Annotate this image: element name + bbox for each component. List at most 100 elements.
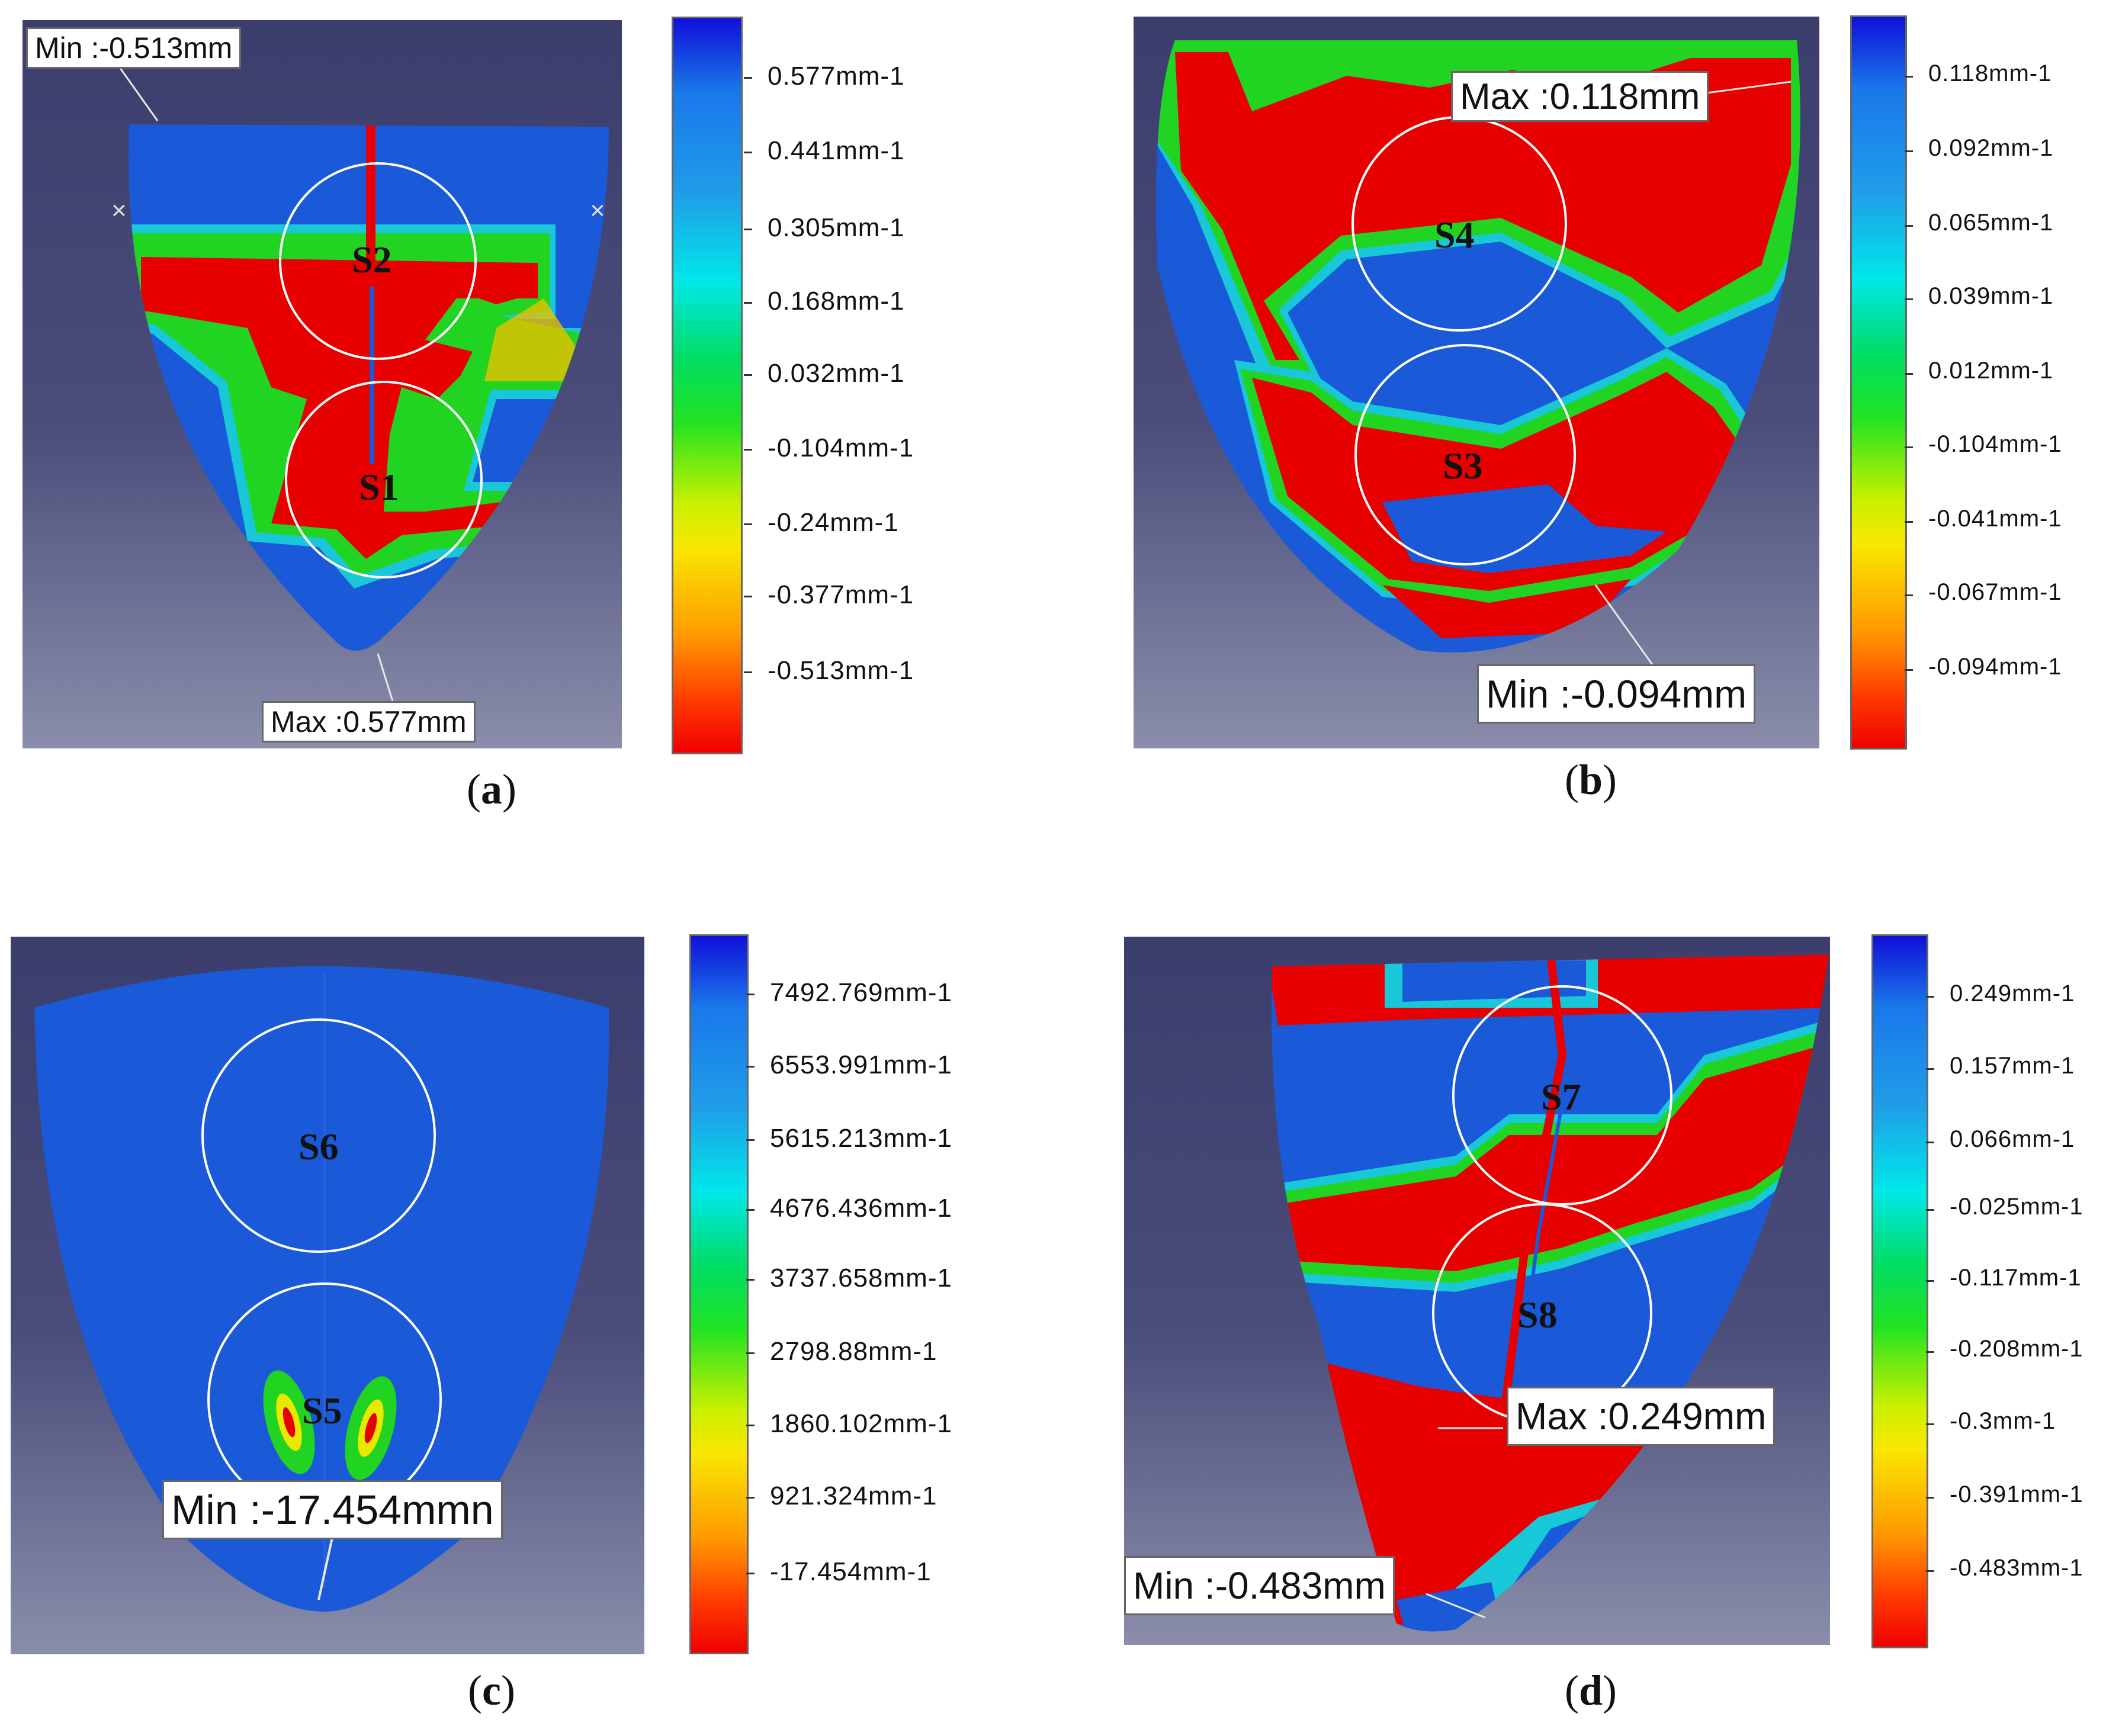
scale-tick <box>744 302 752 304</box>
legend-label: 0.249mm-1 <box>1950 980 2075 1007</box>
region-label-s8: S8 <box>1517 1294 1558 1336</box>
scale-tick <box>744 596 752 597</box>
panel-a-color-scale <box>672 17 743 754</box>
scale-tick <box>744 229 752 230</box>
strain-band-red-right <box>449 281 538 298</box>
scale-tick <box>1926 1209 1934 1211</box>
legend-label: -0.513mm-1 <box>768 656 914 685</box>
legend-label: -0.391mm-1 <box>1950 1481 2083 1507</box>
scale-tick <box>744 152 752 153</box>
region-label-s1: S1 <box>359 466 399 508</box>
scale-tick <box>1905 76 1913 78</box>
heart-surface <box>34 966 609 1612</box>
strain-spot-right-red <box>364 1413 377 1444</box>
scale-tick <box>1905 298 1913 300</box>
region-circle-s3 <box>1354 344 1576 565</box>
panel-c-caption: (c) <box>468 1667 515 1714</box>
legend-label: -0.067mm-1 <box>1928 579 2062 605</box>
scale-tick <box>744 523 752 525</box>
legend-label: -17.454mm-1 <box>770 1557 932 1586</box>
legend-label: -0.3mm-1 <box>1950 1408 2056 1434</box>
scale-tick <box>1905 150 1913 152</box>
scale-tick <box>746 994 755 995</box>
strain-band-bottom-red <box>1382 579 1631 638</box>
scale-tick <box>746 1425 755 1426</box>
legend-label: 6553.991mm-1 <box>770 1050 952 1079</box>
min-callout: Min :-0.094mm <box>1477 664 1756 724</box>
scale-tick <box>744 449 752 451</box>
panel-d-color-scale <box>1871 934 1928 1648</box>
legend-label: 3737.658mm-1 <box>770 1264 952 1293</box>
legend-label: 5615.213mm-1 <box>770 1124 952 1153</box>
scale-tick <box>746 1279 755 1281</box>
scale-tick <box>746 1497 755 1499</box>
scale-tick <box>1905 446 1913 448</box>
scale-tick <box>1926 1142 1934 1143</box>
strain-band-top-blue <box>1402 960 1586 1002</box>
strain-band-red <box>1175 52 1791 360</box>
cross-marker-left: × <box>111 196 127 225</box>
legend-label: 1860.102mm-1 <box>770 1409 952 1438</box>
legend-label: -0.104mm-1 <box>1928 431 2062 457</box>
strain-band-mid-red <box>1272 1043 1829 1271</box>
legend-label: -0.094mm-1 <box>1928 654 2062 680</box>
legend-label: 0.305mm-1 <box>768 213 905 242</box>
legend-label: 0.039mm-1 <box>1928 283 2054 309</box>
legend-label: 0.441mm-1 <box>768 136 905 165</box>
scale-tick <box>746 1139 755 1141</box>
legend-label: 0.118mm-1 <box>1928 60 2052 86</box>
legend-label: 0.157mm-1 <box>1950 1053 2075 1079</box>
scale-tick <box>1926 1423 1934 1425</box>
min-leader-line <box>1426 1593 1486 1619</box>
legend-label: 0.066mm-1 <box>1950 1126 2075 1152</box>
panel-d-caption: (d) <box>1564 1667 1617 1714</box>
strain-band-red <box>141 257 538 559</box>
max-callout: Max :0.577mm <box>262 701 476 742</box>
legend-label: -0.104mm-1 <box>768 433 914 462</box>
scale-tick <box>1926 1497 1934 1499</box>
strain-band-yellow <box>484 298 585 381</box>
panel-c-color-scale <box>689 934 749 1654</box>
region-label-s3: S3 <box>1443 445 1483 487</box>
panel-b-heart-model: S4 S3 <box>1156 40 1800 668</box>
region-label-s2: S2 <box>352 239 392 281</box>
legend-label: -0.025mm-1 <box>1950 1194 2083 1220</box>
panel-b-viewport: S4 S3 Max :0.118mm Min :-0.094mm <box>1134 17 1819 748</box>
region-label-s6: S6 <box>298 1126 339 1168</box>
panel-a-caption: (a) <box>467 766 516 813</box>
scale-tick <box>744 671 752 673</box>
panel-a-heart-model: S2 S1 × × <box>110 55 609 708</box>
legend-label: -0.483mm-1 <box>1950 1555 2083 1581</box>
cross-marker-right: × <box>590 196 605 225</box>
region-circle-s2 <box>279 162 477 360</box>
region-label-s4: S4 <box>1434 214 1475 256</box>
scale-tick <box>1926 1570 1934 1572</box>
scale-tick <box>746 1066 755 1068</box>
scale-tick <box>746 1209 755 1211</box>
strain-spot-left-red <box>282 1407 296 1438</box>
scale-tick <box>744 77 752 79</box>
legend-label: -0.208mm-1 <box>1950 1336 2083 1362</box>
scale-tick <box>1926 1351 1934 1353</box>
region-label-s7: S7 <box>1541 1076 1581 1118</box>
max-leader-line <box>377 653 396 708</box>
max-callout: Max :0.118mm <box>1451 71 1709 122</box>
region-circle-s1 <box>285 381 483 578</box>
region-circle-s7 <box>1452 985 1672 1205</box>
legend-label: 0.032mm-1 <box>768 359 905 388</box>
scale-tick <box>746 1573 755 1574</box>
panel-d-viewport: S7 S8 Max :0.249mm Min :-0.483mm <box>1124 937 1830 1645</box>
legend-label: 0.092mm-1 <box>1928 135 2054 161</box>
legend-label: -0.377mm-1 <box>768 580 914 609</box>
min-callout: Min :-0.513mm <box>26 27 242 69</box>
septum-line <box>1475 954 1567 1530</box>
legend-label: 921.324mm-1 <box>770 1481 938 1510</box>
scale-tick <box>1905 669 1913 671</box>
min-callout: Min :-0.483mm <box>1124 1556 1395 1615</box>
region-circle-s6 <box>201 1018 436 1253</box>
strain-band-lower-blue <box>1382 484 1667 573</box>
min-leader-line <box>1594 584 1656 668</box>
max-leader-line <box>1702 81 1792 95</box>
legend-label: 7492.769mm-1 <box>770 978 952 1007</box>
scale-tick <box>744 374 752 376</box>
